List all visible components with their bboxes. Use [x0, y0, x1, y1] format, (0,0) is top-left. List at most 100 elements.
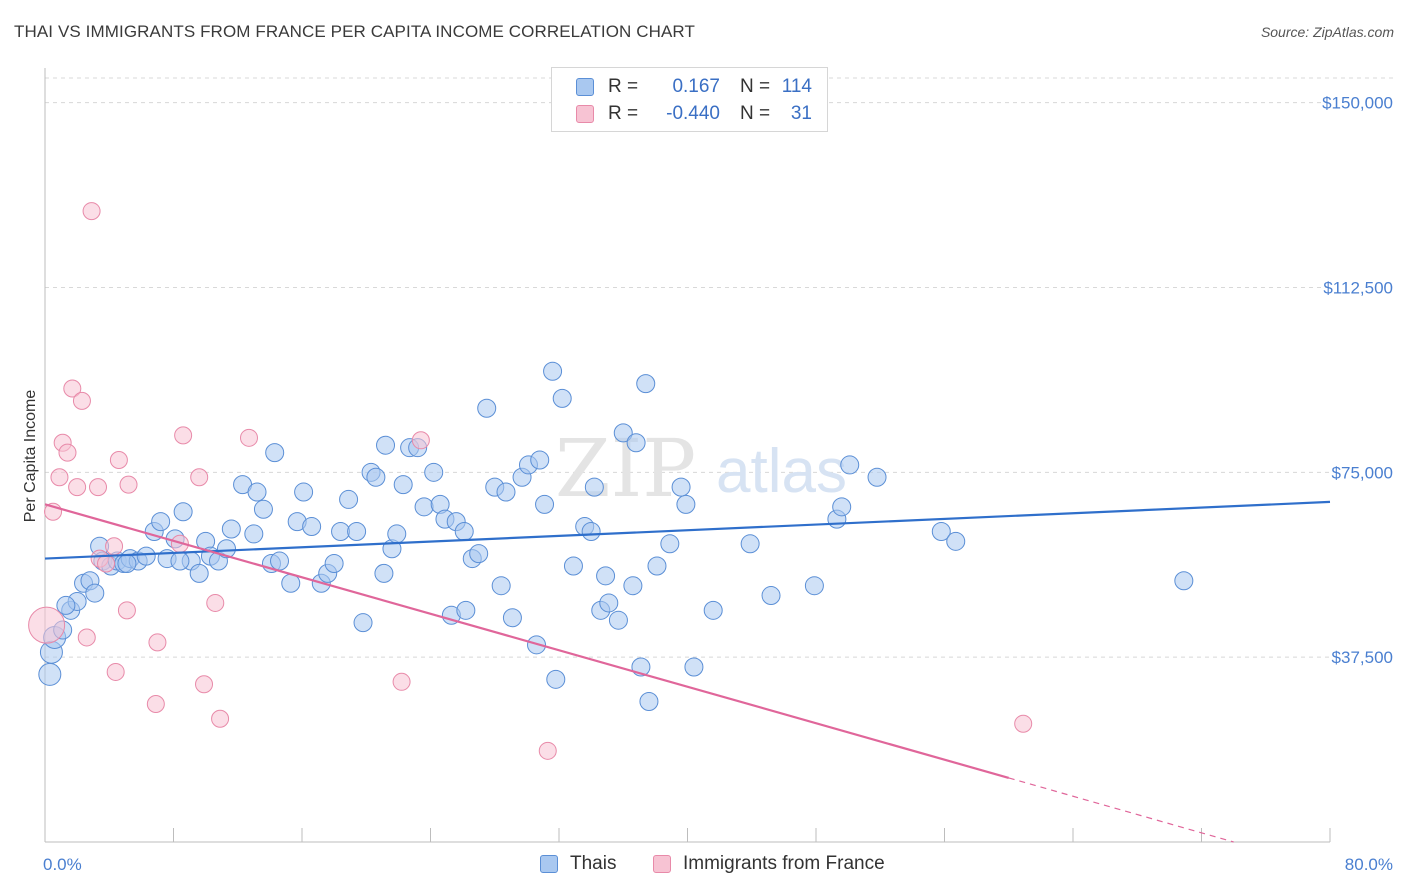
- thais-point: [353, 613, 373, 633]
- legend-label-france: Immigrants from France: [683, 853, 885, 874]
- thais-point: [270, 551, 290, 571]
- france-point: [82, 202, 101, 221]
- chart-title: THAI VS IMMIGRANTS FROM FRANCE PER CAPIT…: [14, 22, 695, 41]
- thais-point: [931, 521, 951, 541]
- thais-point: [414, 497, 434, 517]
- r-value: -0.440: [666, 103, 720, 124]
- thais-point: [151, 512, 171, 532]
- thais-point: [253, 499, 273, 519]
- france-point: [117, 601, 136, 620]
- thais-point: [491, 576, 511, 596]
- thais-point: [136, 546, 156, 566]
- tick-labels: $37,500 $75,000 $112,500 $150,000 0.0% 80.0%: [43, 94, 1393, 874]
- legend-item-france[interactable]: Immigrants from France: [653, 852, 885, 876]
- france-point: [109, 451, 128, 469]
- n-label: N =: [740, 103, 771, 124]
- thais-point: [170, 551, 190, 571]
- thais-point: [454, 521, 474, 541]
- thais-point: [626, 433, 646, 453]
- r-value: 0.167: [672, 76, 720, 97]
- thais-point: [535, 494, 555, 514]
- thais-point: [247, 482, 267, 502]
- y-tick-label: $37,500: [1332, 648, 1393, 667]
- thais-point: [456, 600, 476, 620]
- r-label: R =: [608, 103, 639, 124]
- y-tick-label: $75,000: [1332, 463, 1393, 482]
- thais-point: [636, 374, 656, 394]
- france-point: [211, 709, 230, 728]
- thais-point: [703, 600, 723, 620]
- thais-point: [740, 534, 760, 554]
- thais-point: [840, 455, 860, 475]
- thais-point: [477, 398, 497, 418]
- thais-point: [374, 563, 394, 583]
- r-label: R =: [608, 76, 639, 97]
- thais-point: [804, 576, 824, 596]
- n-value: 31: [790, 103, 812, 124]
- france-point: [148, 633, 167, 652]
- thais-point: [302, 517, 322, 537]
- france-point: [538, 741, 557, 760]
- thais-point: [581, 521, 601, 541]
- thais-swatch: [540, 855, 558, 873]
- thais-point: [543, 361, 563, 381]
- thais-point: [676, 494, 696, 514]
- thais-point: [613, 423, 633, 443]
- france-point: [63, 379, 82, 398]
- thais-point: [424, 462, 444, 482]
- france-trend-extension: [1008, 777, 1234, 843]
- thais-point: [639, 692, 659, 712]
- watermark-atlas: atlas: [716, 437, 847, 506]
- thais-point: [324, 554, 344, 574]
- axes: [44, 68, 1331, 843]
- france-point: [392, 672, 411, 691]
- thais-point: [469, 544, 489, 564]
- thais-point: [761, 586, 781, 606]
- thais-point: [599, 593, 619, 613]
- thais-swatch: [576, 78, 594, 96]
- thais-point: [647, 556, 667, 576]
- thais-point: [552, 388, 572, 408]
- france-point: [105, 537, 124, 556]
- thais-point: [189, 563, 209, 583]
- thais-point: [376, 435, 396, 455]
- france-point: [206, 593, 225, 612]
- thais-point: [217, 539, 237, 559]
- watermark: ZIP atlas: [555, 422, 847, 515]
- thais-point: [347, 521, 367, 541]
- x-tick-label: 80.0%: [1345, 855, 1393, 874]
- y-tick-label: $112,500: [1323, 278, 1393, 297]
- france-point: [146, 694, 165, 713]
- france-point: [119, 475, 138, 494]
- n-label: N =: [740, 76, 771, 97]
- thais-point: [596, 566, 616, 586]
- n-value: 114: [781, 76, 812, 97]
- thais-trend-line: [44, 500, 1331, 560]
- france-point: [50, 468, 69, 487]
- thais-point: [393, 475, 413, 495]
- france-point: [195, 675, 214, 694]
- france-point: [174, 426, 193, 445]
- thais-point: [563, 556, 583, 576]
- legend-item-thais[interactable]: Thais: [540, 852, 616, 876]
- thais-point: [1174, 571, 1194, 591]
- thais-point: [660, 534, 680, 554]
- thais-point: [173, 502, 193, 522]
- france-point: [190, 468, 209, 487]
- legend-label-thais: Thais: [570, 853, 617, 874]
- thais-point: [867, 467, 887, 487]
- source-label: Source: ZipAtlas.com: [1260, 24, 1394, 40]
- thais-point: [502, 608, 522, 628]
- thais-point: [117, 554, 137, 574]
- thais-point: [339, 489, 359, 509]
- thais-point: [265, 443, 285, 463]
- data-points: [28, 202, 1194, 760]
- thais-point: [387, 524, 407, 544]
- trend-lines: [44, 500, 1331, 843]
- france-trend-line: [44, 503, 1010, 779]
- legend-row-thais: R = 0.167 N = 114: [576, 75, 812, 99]
- thais-point: [244, 524, 264, 544]
- france-point: [89, 478, 108, 497]
- france-point: [68, 478, 87, 497]
